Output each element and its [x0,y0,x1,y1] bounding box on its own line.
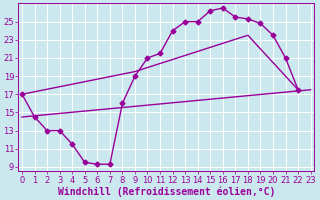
X-axis label: Windchill (Refroidissement éolien,°C): Windchill (Refroidissement éolien,°C) [58,186,275,197]
